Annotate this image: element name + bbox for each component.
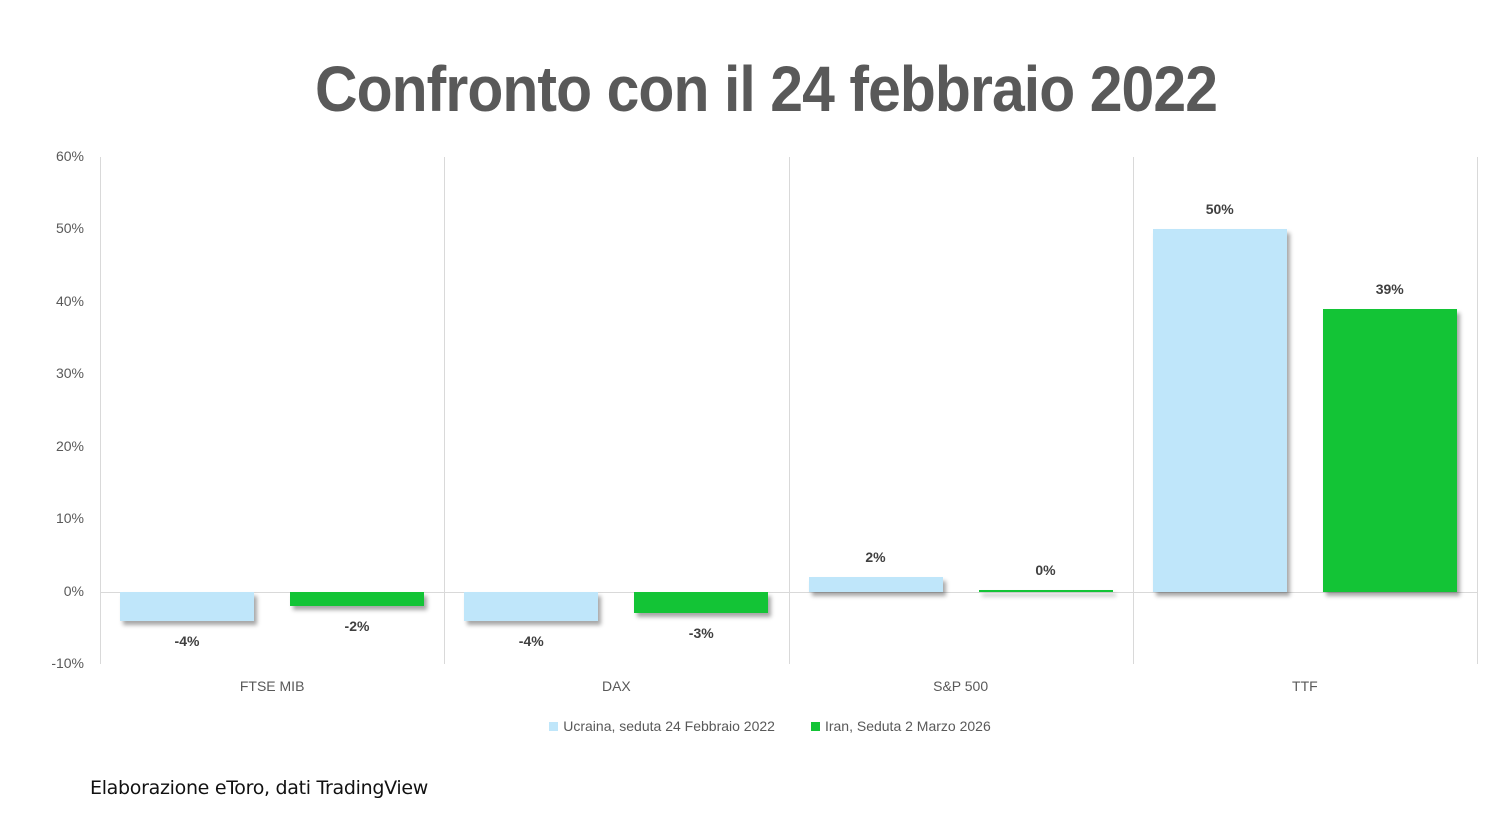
bar-ftse-mib-series-0 xyxy=(120,591,254,621)
category-separator xyxy=(1477,157,1478,664)
source-note: Elaborazione eToro, dati TradingView xyxy=(90,777,428,799)
bar-ttf-series-0 xyxy=(1152,229,1287,592)
data-label: 50% xyxy=(1205,201,1234,218)
x-category-label: DAX xyxy=(601,678,631,694)
category-separator xyxy=(788,157,790,664)
data-label: 39% xyxy=(1375,281,1404,298)
legend-label: Ucraina, seduta 24 Febbraio 2022 xyxy=(563,718,775,734)
legend-item-ucraina: Ucraina, seduta 24 Febbraio 2022 xyxy=(549,718,775,734)
y-tick-label: -10% xyxy=(51,655,84,671)
y-tick-label: 10% xyxy=(55,510,84,527)
legend-swatch-icon xyxy=(549,721,559,731)
x-category-label: FTSE MIB xyxy=(239,678,305,694)
legend: Ucraina, seduta 24 Febbraio 2022 Iran, S… xyxy=(0,718,1500,734)
bar-ttf-series-1 xyxy=(1322,309,1457,592)
category-separator xyxy=(1132,157,1134,664)
x-category-label: TTF xyxy=(1292,678,1318,694)
data-label: 0% xyxy=(1035,561,1056,578)
data-label: -3% xyxy=(688,625,714,642)
legend-item-iran: Iran, Seduta 2 Marzo 2026 xyxy=(810,718,991,734)
chart-title: Confronto con il 24 febbraio 2022 xyxy=(314,53,1218,125)
y-tick-label: 20% xyxy=(55,437,84,454)
zero-axis-line xyxy=(100,591,1477,593)
legend-label: Iran, Seduta 2 Marzo 2026 xyxy=(824,718,991,734)
y-tick-label: 0% xyxy=(63,582,84,599)
data-label: -4% xyxy=(518,632,544,649)
data-label: -2% xyxy=(344,618,370,635)
bar-dax-series-0 xyxy=(464,591,599,621)
y-tick-label: 60% xyxy=(55,148,84,164)
y-tick-label: 40% xyxy=(55,292,84,309)
bar-s-p-500-series-1 xyxy=(978,589,1113,592)
bar-s-p-500-series-0 xyxy=(808,577,943,592)
category-separator xyxy=(444,157,446,664)
data-label: 2% xyxy=(865,549,886,566)
y-tick-label: 50% xyxy=(55,220,84,237)
bar-dax-series-1 xyxy=(634,591,769,614)
data-label: -4% xyxy=(174,632,200,649)
category-separator xyxy=(100,157,101,664)
bar-ftse-mib-series-1 xyxy=(290,591,424,607)
legend-swatch-icon xyxy=(810,721,820,731)
y-tick-label: 30% xyxy=(55,365,84,382)
x-category-label: S&P 500 xyxy=(933,678,989,694)
